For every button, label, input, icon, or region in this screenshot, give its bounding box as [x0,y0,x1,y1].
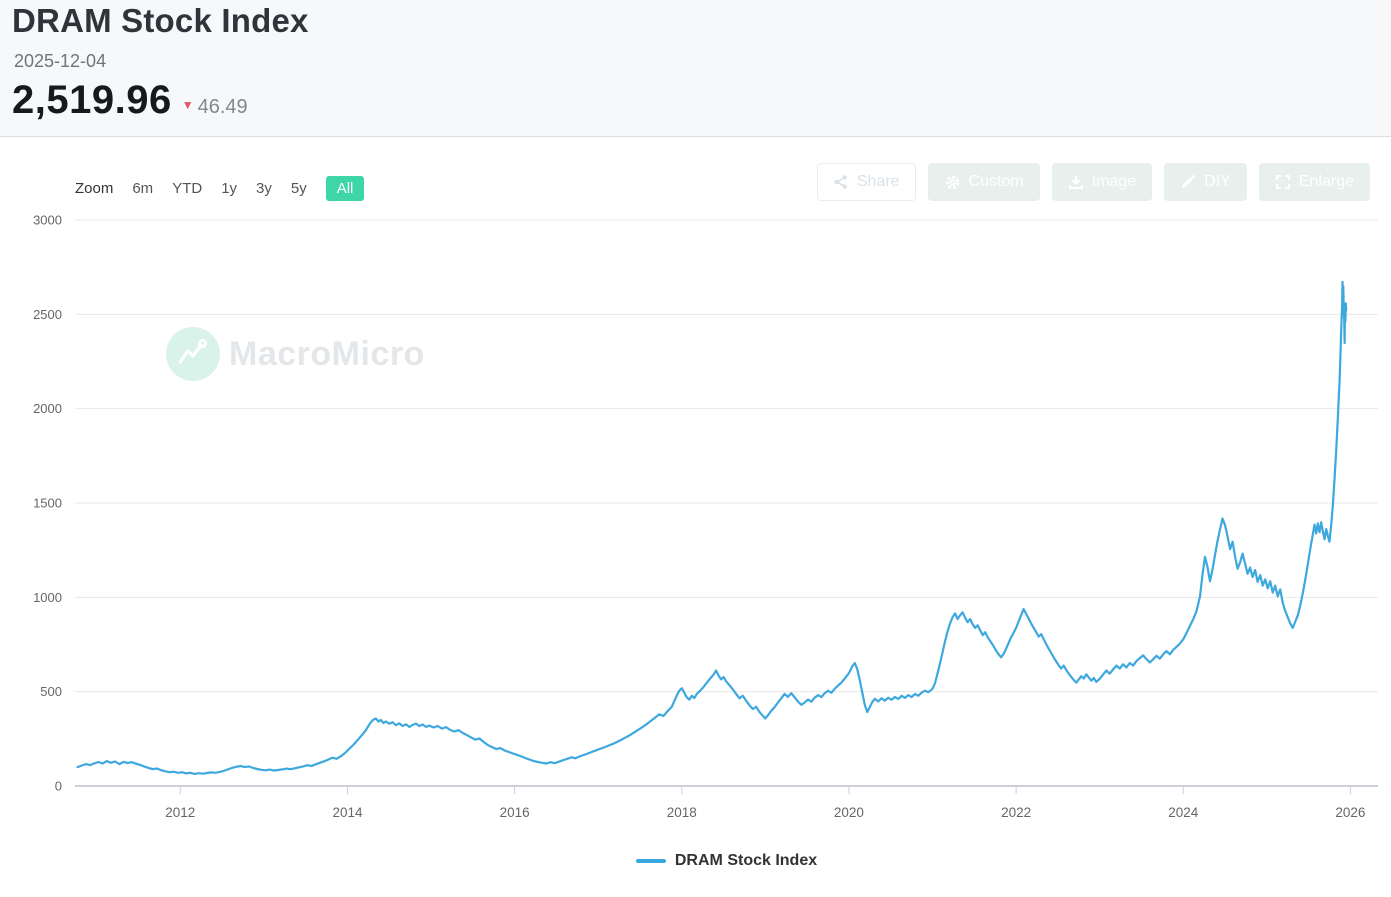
range-all[interactable]: All [325,176,365,201]
range-5y[interactable]: 5y [290,180,307,197]
chart-legend: DRAM Stock Index [75,850,1378,870]
down-arrow-icon: ▼ [181,98,194,112]
x-tick-label-2012: 2012 [165,805,195,820]
x-tick-label-2024: 2024 [1168,805,1199,820]
range-3y[interactable]: 3y [256,180,272,197]
enlarge-button[interactable]: Enlarge [1258,163,1370,201]
x-tick-label-2018: 2018 [667,805,697,820]
range-ytd[interactable]: YTD [172,180,203,197]
y-tick-label-0: 0 [55,779,62,794]
x-tick-label-2026: 2026 [1335,805,1365,820]
custom-button-label: Custom [968,173,1024,190]
image-button-label: Image [1091,173,1137,190]
diy-button-label: DIY [1204,173,1231,190]
range-1y[interactable]: 1y [221,180,238,197]
latest-value: 2,519.96 [12,78,172,122]
change-value: 46.49 [197,96,248,118]
image-button[interactable]: Image [1051,163,1153,201]
x-tick-label-2014: 2014 [332,805,363,820]
action-button-bar: Share Custom Image DIY [816,163,1370,201]
enlarge-button-label: Enlarge [1298,173,1354,190]
range-toolbar: Zoom 6m YTD 1y 3y 5y All [75,176,365,201]
y-tick-label-3000: 3000 [33,213,62,228]
gear-icon [944,174,961,191]
share-icon [833,174,849,190]
y-tick-label-1000: 1000 [33,590,62,605]
page-title: DRAM Stock Index [12,2,309,39]
x-tick-label-2022: 2022 [1001,805,1031,820]
legend-label: DRAM Stock Index [674,852,818,869]
latest-date: 2025-12-04 [14,51,107,71]
y-tick-label-1500: 1500 [33,496,62,511]
page-header: DRAM Stock Index 2025-12-04 2,519.96 ▼ 4… [0,0,1391,137]
legend-item-dram-stock-index[interactable]: DRAM Stock Index [635,852,818,870]
y-tick-label-2000: 2000 [33,401,62,416]
diy-button[interactable]: DIY [1164,163,1247,201]
y-tick-label-2500: 2500 [33,307,62,322]
share-button[interactable]: Share [816,163,916,201]
range-6m[interactable]: 6m [132,180,154,197]
legend-line-swatch [635,859,666,863]
y-tick-label-500: 500 [40,684,62,699]
custom-button[interactable]: Custom [927,163,1040,201]
expand-icon [1275,174,1291,190]
zoom-label: Zoom [75,180,114,197]
share-button-label: Share [856,173,900,190]
download-icon [1068,174,1084,190]
series-line [76,280,1348,775]
x-tick-label-2016: 2016 [500,805,530,820]
pencil-icon [1180,174,1196,190]
x-tick-label-2020: 2020 [834,805,864,820]
latest-value-row: 2,519.96 ▼ 46.49 [12,78,248,123]
